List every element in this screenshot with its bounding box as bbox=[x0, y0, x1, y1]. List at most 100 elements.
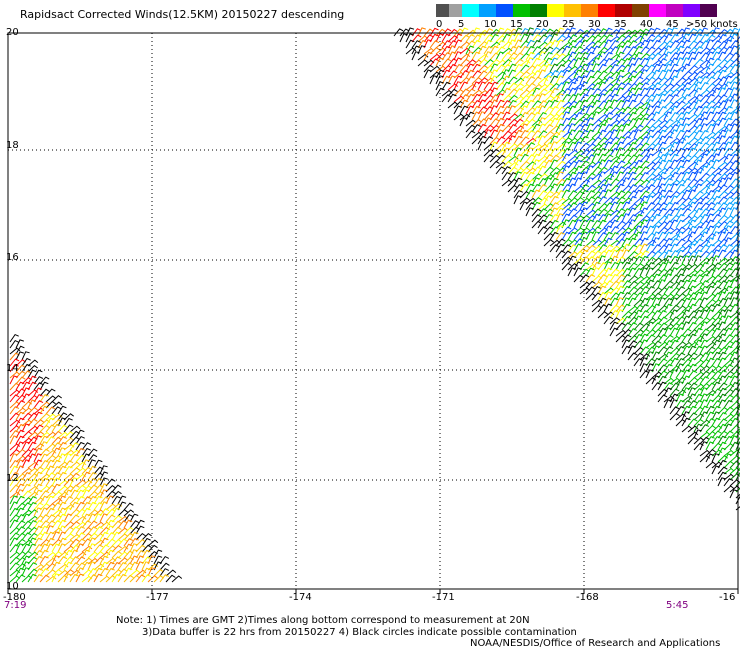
wind-barb bbox=[111, 526, 122, 535]
wind-barb bbox=[717, 190, 728, 199]
wind-barb bbox=[531, 143, 543, 151]
wind-barb bbox=[27, 532, 38, 541]
wind-barb bbox=[615, 183, 625, 193]
wind-barb bbox=[729, 351, 739, 361]
wind-barb bbox=[627, 40, 638, 49]
wind-barb bbox=[669, 94, 680, 103]
wind-barb bbox=[531, 46, 542, 55]
wind-barb bbox=[645, 178, 656, 187]
wind-barb bbox=[639, 190, 650, 199]
wind-barb bbox=[501, 141, 511, 151]
wind-barb bbox=[645, 39, 654, 49]
wind-barb bbox=[15, 465, 25, 475]
wind-barb bbox=[615, 51, 625, 61]
wind-barb bbox=[717, 196, 728, 205]
wind-barb bbox=[717, 399, 727, 409]
wind-barb bbox=[699, 405, 709, 415]
wind-barb bbox=[651, 351, 661, 361]
wind-barb bbox=[93, 573, 103, 583]
wind-barb bbox=[711, 400, 722, 409]
wind-barb bbox=[693, 207, 703, 217]
wind-barb bbox=[729, 111, 739, 121]
wind-barb bbox=[507, 171, 518, 181]
wind-barb bbox=[585, 59, 597, 67]
wind-barb bbox=[621, 190, 632, 199]
wind-barb bbox=[693, 309, 703, 319]
wind-barb bbox=[453, 63, 463, 73]
lat-label: 16 bbox=[6, 252, 19, 263]
wind-barb bbox=[591, 153, 600, 163]
wind-barb bbox=[561, 131, 573, 139]
wind-barb bbox=[63, 526, 74, 535]
wind-barb bbox=[657, 353, 669, 361]
wind-barb bbox=[693, 291, 703, 301]
wind-barb bbox=[693, 429, 702, 439]
wind-barb bbox=[573, 177, 583, 187]
wind-barb bbox=[681, 263, 693, 271]
wind-barb bbox=[681, 375, 691, 385]
wind-barb bbox=[39, 431, 51, 439]
wind-barb bbox=[723, 327, 733, 337]
legend-label: 15 bbox=[510, 19, 523, 30]
wind-barb bbox=[453, 45, 464, 55]
wind-barb bbox=[675, 311, 687, 319]
wind-barb bbox=[519, 52, 530, 61]
wind-barb bbox=[543, 154, 554, 163]
wind-barb bbox=[615, 334, 626, 343]
wind-barb bbox=[699, 411, 709, 421]
wind-barb bbox=[39, 531, 49, 541]
wind-barb bbox=[411, 34, 422, 43]
wind-barb bbox=[555, 160, 566, 169]
wind-barb bbox=[645, 279, 655, 289]
wind-barb bbox=[519, 33, 529, 43]
wind-barb bbox=[717, 100, 728, 109]
wind-barb bbox=[27, 441, 37, 451]
wind-barb bbox=[9, 532, 20, 541]
wind-barb bbox=[615, 291, 625, 301]
wind-barb bbox=[477, 123, 487, 133]
wind-barb bbox=[33, 459, 43, 469]
wind-barb bbox=[543, 232, 554, 241]
wind-barb bbox=[531, 64, 542, 73]
wind-barb bbox=[675, 231, 684, 241]
legend-swatch bbox=[649, 4, 666, 17]
wind-barb bbox=[15, 429, 25, 439]
wind-barb bbox=[723, 345, 733, 355]
wind-barb bbox=[9, 406, 20, 415]
wind-barb bbox=[531, 148, 542, 157]
wind-barb bbox=[87, 561, 96, 571]
wind-barb bbox=[645, 261, 655, 271]
wind-barb bbox=[639, 77, 651, 85]
wind-barb bbox=[711, 435, 722, 445]
wind-barb bbox=[603, 173, 615, 181]
wind-barb bbox=[531, 70, 542, 79]
wind-barb bbox=[645, 135, 655, 145]
wind-barb bbox=[573, 232, 584, 241]
wind-barb bbox=[669, 316, 680, 325]
wind-barb bbox=[723, 136, 734, 145]
wind-barb bbox=[147, 567, 156, 577]
wind-barb bbox=[681, 297, 691, 307]
wind-barb bbox=[15, 483, 25, 493]
wind-barb bbox=[579, 184, 590, 193]
wind-barb bbox=[117, 520, 128, 529]
wind-barb bbox=[591, 106, 602, 115]
wind-barb bbox=[681, 279, 691, 289]
wind-barb bbox=[729, 123, 739, 133]
wind-barb bbox=[663, 118, 674, 127]
wind-barb bbox=[81, 489, 91, 499]
wind-barb bbox=[657, 226, 668, 235]
wind-barb bbox=[69, 514, 80, 523]
wind-barb bbox=[645, 267, 654, 277]
wind-barb bbox=[573, 46, 584, 55]
wind-barb bbox=[537, 88, 548, 97]
wind-barb bbox=[621, 89, 633, 97]
wind-barb bbox=[21, 381, 31, 391]
wind-barb bbox=[567, 100, 578, 109]
wind-barb bbox=[723, 237, 732, 247]
wind-barb bbox=[657, 159, 667, 169]
wind-barb bbox=[717, 435, 727, 445]
wind-barb bbox=[603, 117, 613, 127]
legend-swatch bbox=[581, 4, 598, 17]
wind-barb bbox=[699, 280, 710, 289]
